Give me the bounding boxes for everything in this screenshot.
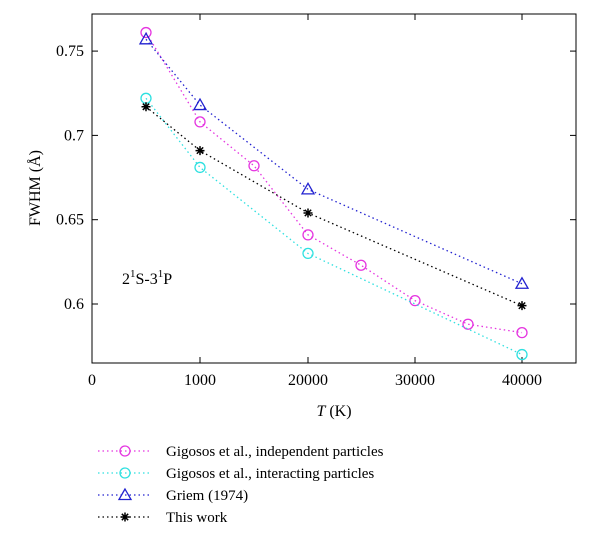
series-0-point-1 — [194, 116, 206, 128]
legend-label-0: Gigosos et al., independent particles — [166, 444, 384, 460]
x-tick-label-0: 0 — [88, 372, 96, 389]
legend-label-1: Gigosos et al., interacting particles — [166, 466, 374, 482]
annotation-sup-1: 1 — [130, 268, 136, 280]
y-tick-label-2: 0.7 — [64, 127, 84, 144]
series-2-point-1 — [192, 97, 208, 111]
series-0-point-7 — [516, 327, 528, 339]
plot-frame — [91, 13, 577, 364]
series-3-point-0 — [141, 102, 151, 112]
series-0-point-0 — [140, 26, 152, 39]
series-3-point-1 — [195, 146, 205, 156]
y-axis-label: FWHM (Å) — [26, 150, 44, 226]
x-tick-label-3: 30000 — [395, 372, 435, 389]
series-1-point-2 — [302, 247, 314, 260]
x-axis-label-unit: (K) — [325, 403, 351, 420]
legend-label-2: Griem (1974) — [166, 488, 248, 504]
x-axis-ticks: 0 1000 20000 30000 40000 — [88, 14, 542, 389]
series-0-point-2 — [248, 160, 260, 172]
annotation-sup-2: 1 — [158, 268, 164, 280]
series-2-point-0 — [138, 31, 154, 45]
series-line-0 — [145, 32, 523, 334]
x-axis-label: T (K) — [316, 403, 351, 420]
y-tick-label-3: 0.75 — [56, 43, 84, 60]
series-0-point-6 — [462, 318, 474, 330]
legend: Gigosos et al., independent particles Gig… — [98, 444, 384, 526]
y-tick-label-0: 0.6 — [64, 296, 84, 313]
x-tick-label-2: 20000 — [288, 372, 328, 389]
x-tick-label-4: 40000 — [502, 372, 542, 389]
series-line-3 — [145, 106, 523, 307]
x-axis-label-symbol: T — [316, 403, 326, 420]
series-layer — [138, 26, 530, 361]
annotation-part-1: 2 — [122, 271, 130, 288]
series-1-point-3 — [516, 348, 528, 361]
series-3-point-3 — [517, 301, 527, 311]
annotation-part-2: S-3 — [136, 271, 158, 288]
legend-marker-0 — [119, 445, 131, 457]
y-axis-ticks: 0.6 0.65 0.7 0.75 — [56, 43, 576, 313]
legend-label-3: This work — [166, 510, 228, 526]
series-0-point-4 — [355, 259, 367, 271]
series-0-point-5 — [409, 294, 421, 307]
y-tick-label-1: 0.65 — [56, 212, 84, 229]
annotation-part-3: P — [163, 271, 172, 288]
legend-marker-3 — [120, 512, 130, 522]
x-tick-label-1: 1000 — [184, 372, 216, 389]
series-3-point-2 — [303, 208, 313, 218]
legend-marker-2 — [117, 487, 133, 501]
series-line-2 — [145, 38, 523, 285]
series-2-point-3 — [514, 276, 530, 289]
series-0-point-3 — [302, 229, 314, 241]
series-1-point-1 — [194, 161, 206, 174]
annotation-label: 21S-31P — [122, 268, 172, 288]
series-2-point-2 — [300, 182, 316, 195]
legend-marker-1 — [119, 467, 131, 479]
series-line-1 — [145, 97, 523, 356]
